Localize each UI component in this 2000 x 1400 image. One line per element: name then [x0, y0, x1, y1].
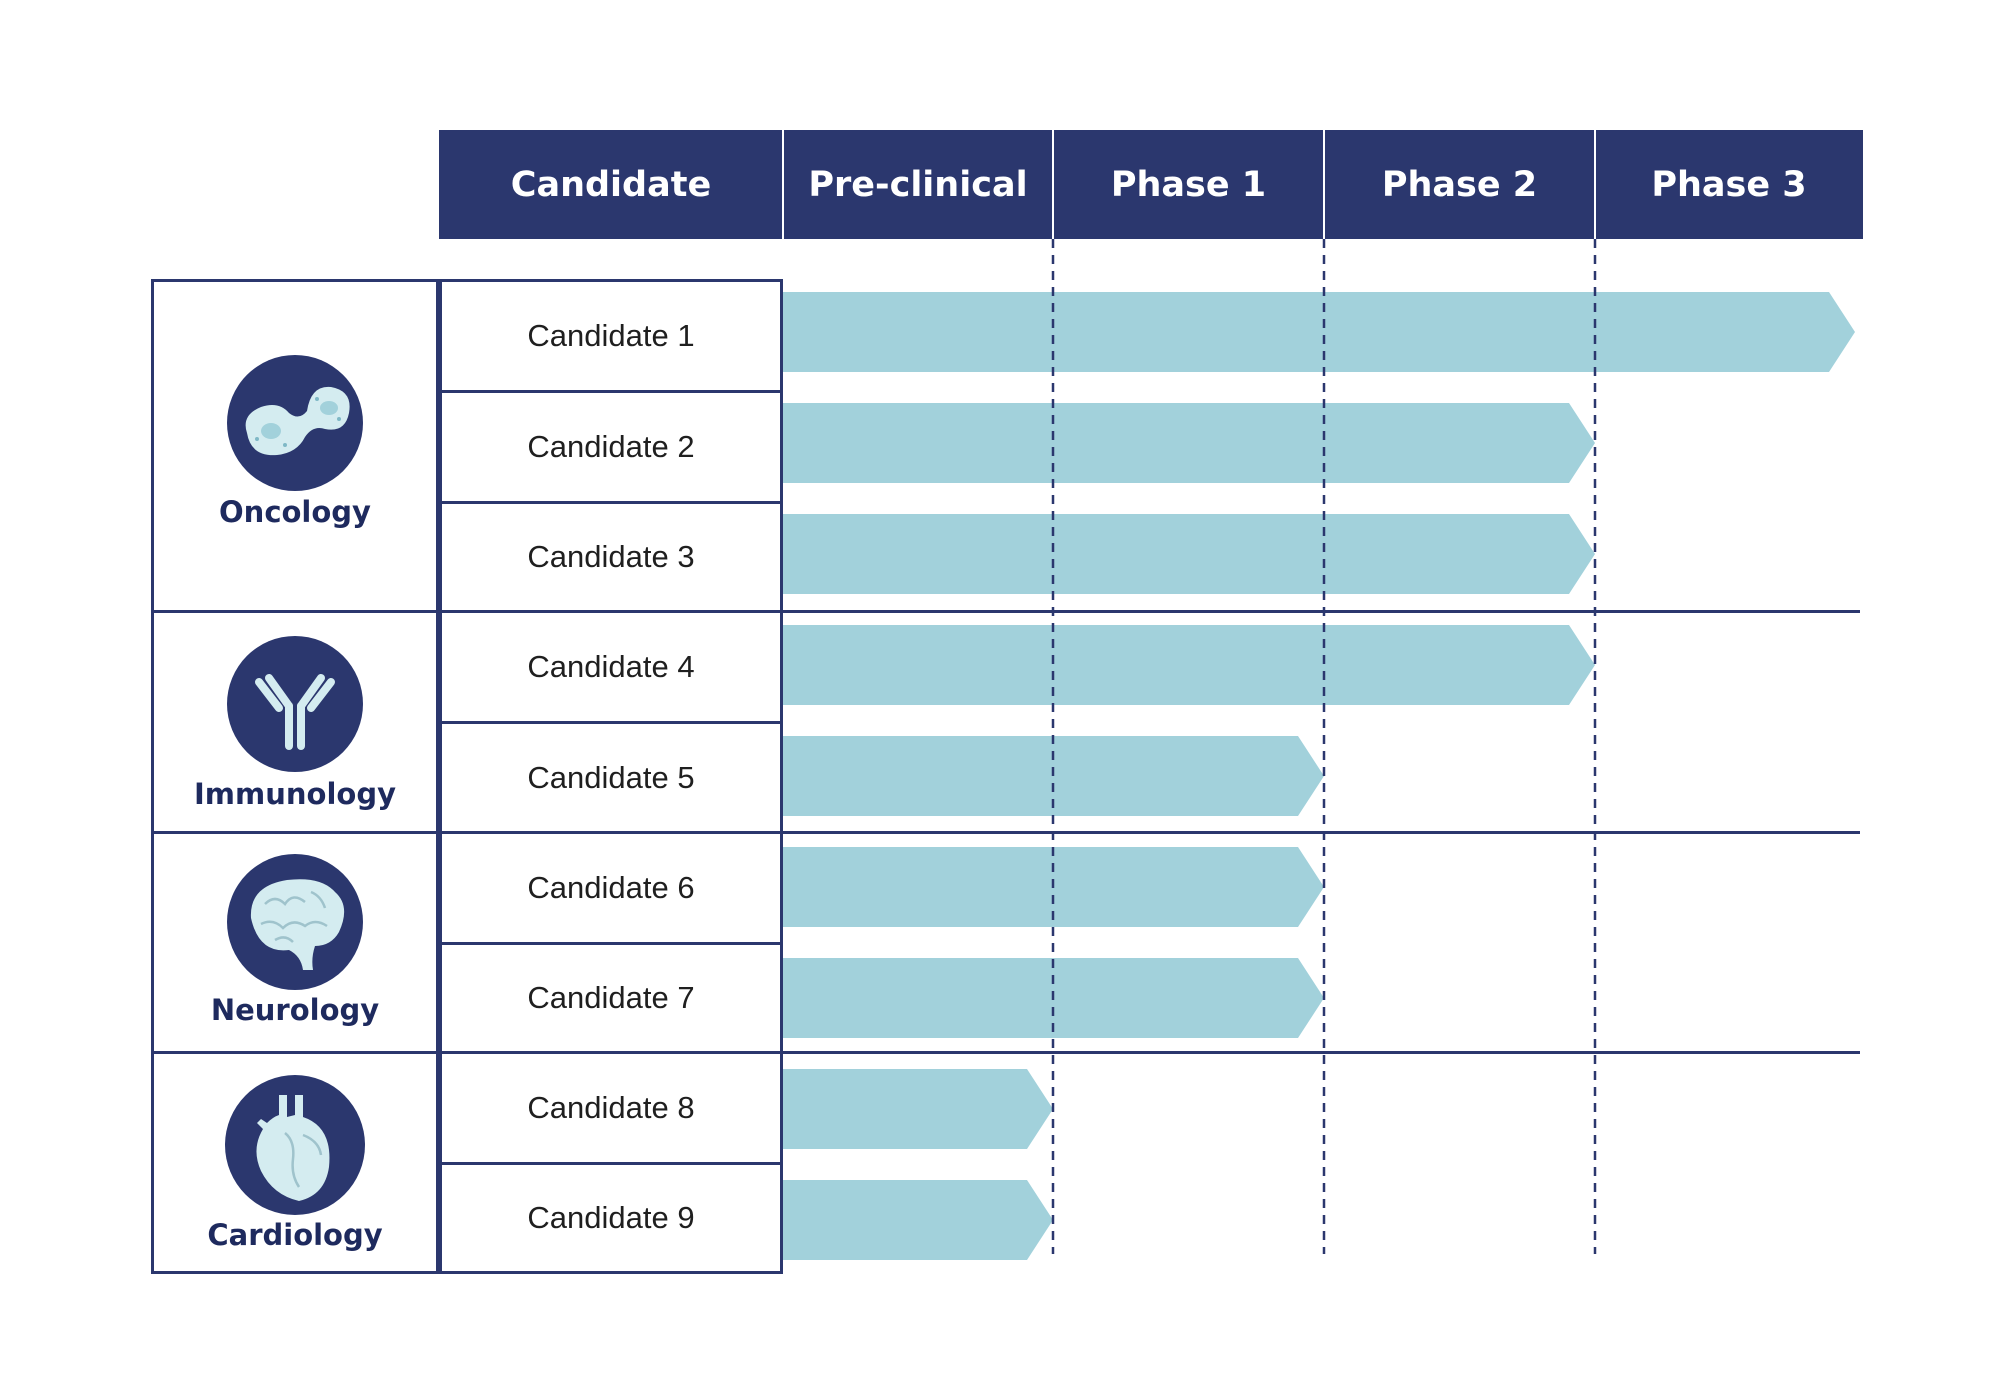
group-divider [783, 831, 1860, 834]
candidate-cell: Candidate 8 [439, 1051, 783, 1165]
group-divider [783, 610, 1860, 613]
antibody-icon [227, 636, 363, 772]
header-divider [782, 130, 784, 239]
phase-bar [783, 1069, 1053, 1149]
header-divider [1323, 130, 1325, 239]
candidate-cell: Candidate 3 [439, 501, 783, 613]
candidate-cell: Candidate 5 [439, 721, 783, 834]
phase-bar [783, 403, 1595, 483]
header-divider [1594, 130, 1596, 239]
candidate-cell: Candidate 9 [439, 1162, 783, 1274]
header-phase-1: Phase 1 [1053, 130, 1324, 239]
category-label-neurology: Neurology [210, 993, 380, 1027]
phase-bar [783, 514, 1595, 594]
brain-icon [227, 854, 363, 990]
group-divider [783, 1051, 1860, 1054]
header-preclinical: Pre-clinical [783, 130, 1053, 239]
category-label-oncology: Oncology [219, 495, 371, 529]
header-candidate: Candidate [439, 130, 783, 239]
header-phase-2: Phase 2 [1324, 130, 1595, 239]
heart-icon [225, 1075, 365, 1215]
candidate-cell: Candidate 1 [439, 279, 783, 393]
header-phase-3: Phase 3 [1595, 130, 1863, 239]
category-group-cardiology [151, 1051, 439, 1274]
candidate-cell: Candidate 4 [439, 610, 783, 724]
cancer-cell-icon [227, 355, 363, 491]
phase-bar [783, 625, 1595, 705]
header-divider [1052, 130, 1054, 239]
phase-bar [783, 1180, 1053, 1260]
category-label-cardiology: Cardiology [207, 1218, 383, 1252]
candidate-cell: Candidate 2 [439, 390, 783, 504]
candidate-cell: Candidate 6 [439, 831, 783, 945]
category-label-immunology: Immunology [194, 777, 396, 811]
candidate-cell: Candidate 7 [439, 942, 783, 1054]
phase-bar [783, 292, 1855, 372]
